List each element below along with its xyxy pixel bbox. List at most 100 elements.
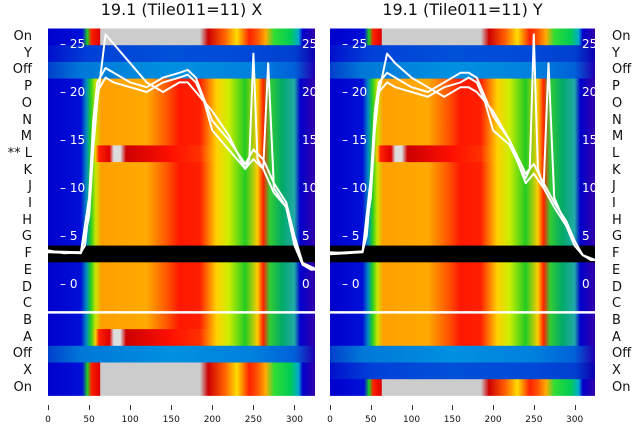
heatmap-row <box>48 78 315 96</box>
heatmap-row <box>330 312 595 330</box>
x-tick-mark <box>574 405 576 410</box>
heatmap-row <box>48 279 315 297</box>
x-tick-mark <box>48 405 49 410</box>
heatmap-row <box>48 312 315 330</box>
heatmap-row <box>330 61 595 80</box>
row-label: N <box>612 112 622 128</box>
heatmap-row <box>330 345 595 363</box>
x-tick-label: 150 <box>443 415 461 425</box>
inner-y-tick-label: – 0 <box>60 277 77 291</box>
inner-y-tick-label: 20 <box>582 85 597 99</box>
heatmap-row <box>330 178 595 196</box>
row-label: P <box>612 79 620 95</box>
heatmap-row <box>48 95 315 113</box>
heatmap-row <box>330 145 595 163</box>
x-tick-mark <box>411 405 413 410</box>
x-tick-mark <box>253 405 255 410</box>
inner-y-tick-label: 20 <box>302 85 317 99</box>
heatmap-row <box>48 162 315 180</box>
x-tick-mark <box>370 405 372 410</box>
inner-y-tick-label: – 5 <box>60 229 77 243</box>
x-tick-label: 50 <box>83 415 95 425</box>
heatmap-row <box>330 195 595 213</box>
x-tick-label: 150 <box>162 415 180 425</box>
x-tick-mark <box>533 405 535 410</box>
row-label: L <box>612 145 620 161</box>
trace-line <box>48 33 315 271</box>
row-label: ** L <box>7 145 32 161</box>
heatmap-row <box>48 212 315 230</box>
heatmap-row <box>330 279 595 297</box>
heatmap-row <box>330 262 595 280</box>
row-label: M <box>612 129 624 145</box>
inner-y-tick-label: 0 <box>302 277 310 291</box>
heatmap-row <box>48 195 315 213</box>
heatmap-row <box>330 228 595 247</box>
row-label: C <box>612 296 622 312</box>
heatmap-row <box>330 162 595 180</box>
row-label: P <box>24 79 32 95</box>
inner-y-tick-label: – 20 <box>342 85 367 99</box>
x-tick-label: 300 <box>566 415 584 425</box>
inner-y-tick-label: 0 <box>582 277 590 291</box>
x-tick-label: 100 <box>121 415 139 425</box>
row-label: N <box>22 112 32 128</box>
heatmap-row <box>48 178 315 196</box>
x-tick-mark <box>493 405 495 410</box>
x-tick-mark <box>212 405 214 410</box>
heatmap-row <box>330 128 595 146</box>
x-tick-mark <box>130 405 132 410</box>
heatmap-row <box>48 245 315 263</box>
inner-y-tick-label: 25 <box>302 37 317 51</box>
inner-y-tick-label: 10 <box>582 181 597 195</box>
heatmap-row <box>330 362 595 380</box>
row-label: D <box>21 279 32 295</box>
row-label: On <box>13 29 32 44</box>
heatmap-row <box>330 329 595 347</box>
row-label: Off <box>612 346 632 362</box>
row-label: J <box>612 179 616 195</box>
heatmap-row <box>48 145 315 163</box>
heatmap-row <box>330 95 595 113</box>
heatmap-row <box>330 379 595 396</box>
inner-y-tick-label: – 0 <box>342 277 359 291</box>
heatmap-row <box>330 45 595 63</box>
heatmap-row <box>48 362 315 380</box>
heatmap-row <box>48 262 315 280</box>
row-label: D <box>612 279 623 295</box>
x-tick-mark <box>89 405 91 410</box>
inner-y-tick-label: – 15 <box>342 133 367 147</box>
row-label: H <box>612 212 622 228</box>
trace-line <box>48 67 315 270</box>
row-label: B <box>612 312 621 328</box>
row-label: Off <box>12 346 32 362</box>
row-label: E <box>612 262 621 278</box>
heatmap-row <box>48 28 315 46</box>
x-tick-mark <box>330 405 331 410</box>
heatmap-row <box>48 295 315 313</box>
heatmap-row <box>48 379 315 396</box>
heatmap-row <box>330 245 595 263</box>
row-label: On <box>13 379 32 395</box>
row-label: I <box>612 196 616 211</box>
row-label: Off <box>12 62 32 78</box>
inner-y-tick-label: – 25 <box>60 37 85 51</box>
heatmap-row <box>48 61 315 80</box>
x-tick-label: 250 <box>244 415 262 425</box>
x-tick-label: 200 <box>484 415 502 425</box>
row-label: K <box>612 162 621 178</box>
heatmap-row <box>330 295 595 313</box>
inner-y-tick-label: 15 <box>302 133 317 147</box>
row-label: H <box>22 212 32 228</box>
heatmap-row <box>48 112 315 130</box>
heatmap-row <box>48 45 315 63</box>
row-label: O <box>612 95 623 111</box>
row-label: J <box>28 179 32 195</box>
heatmap-row <box>48 345 315 363</box>
panel-left: – 25 25 – 20 20 – 15 15 – 10 10 – 5 5 – 0 0 <box>48 28 317 396</box>
row-label: I <box>28 196 32 211</box>
row-label: B <box>23 312 32 328</box>
inner-y-tick-label: – 15 <box>60 133 85 147</box>
trace-line <box>330 71 595 261</box>
